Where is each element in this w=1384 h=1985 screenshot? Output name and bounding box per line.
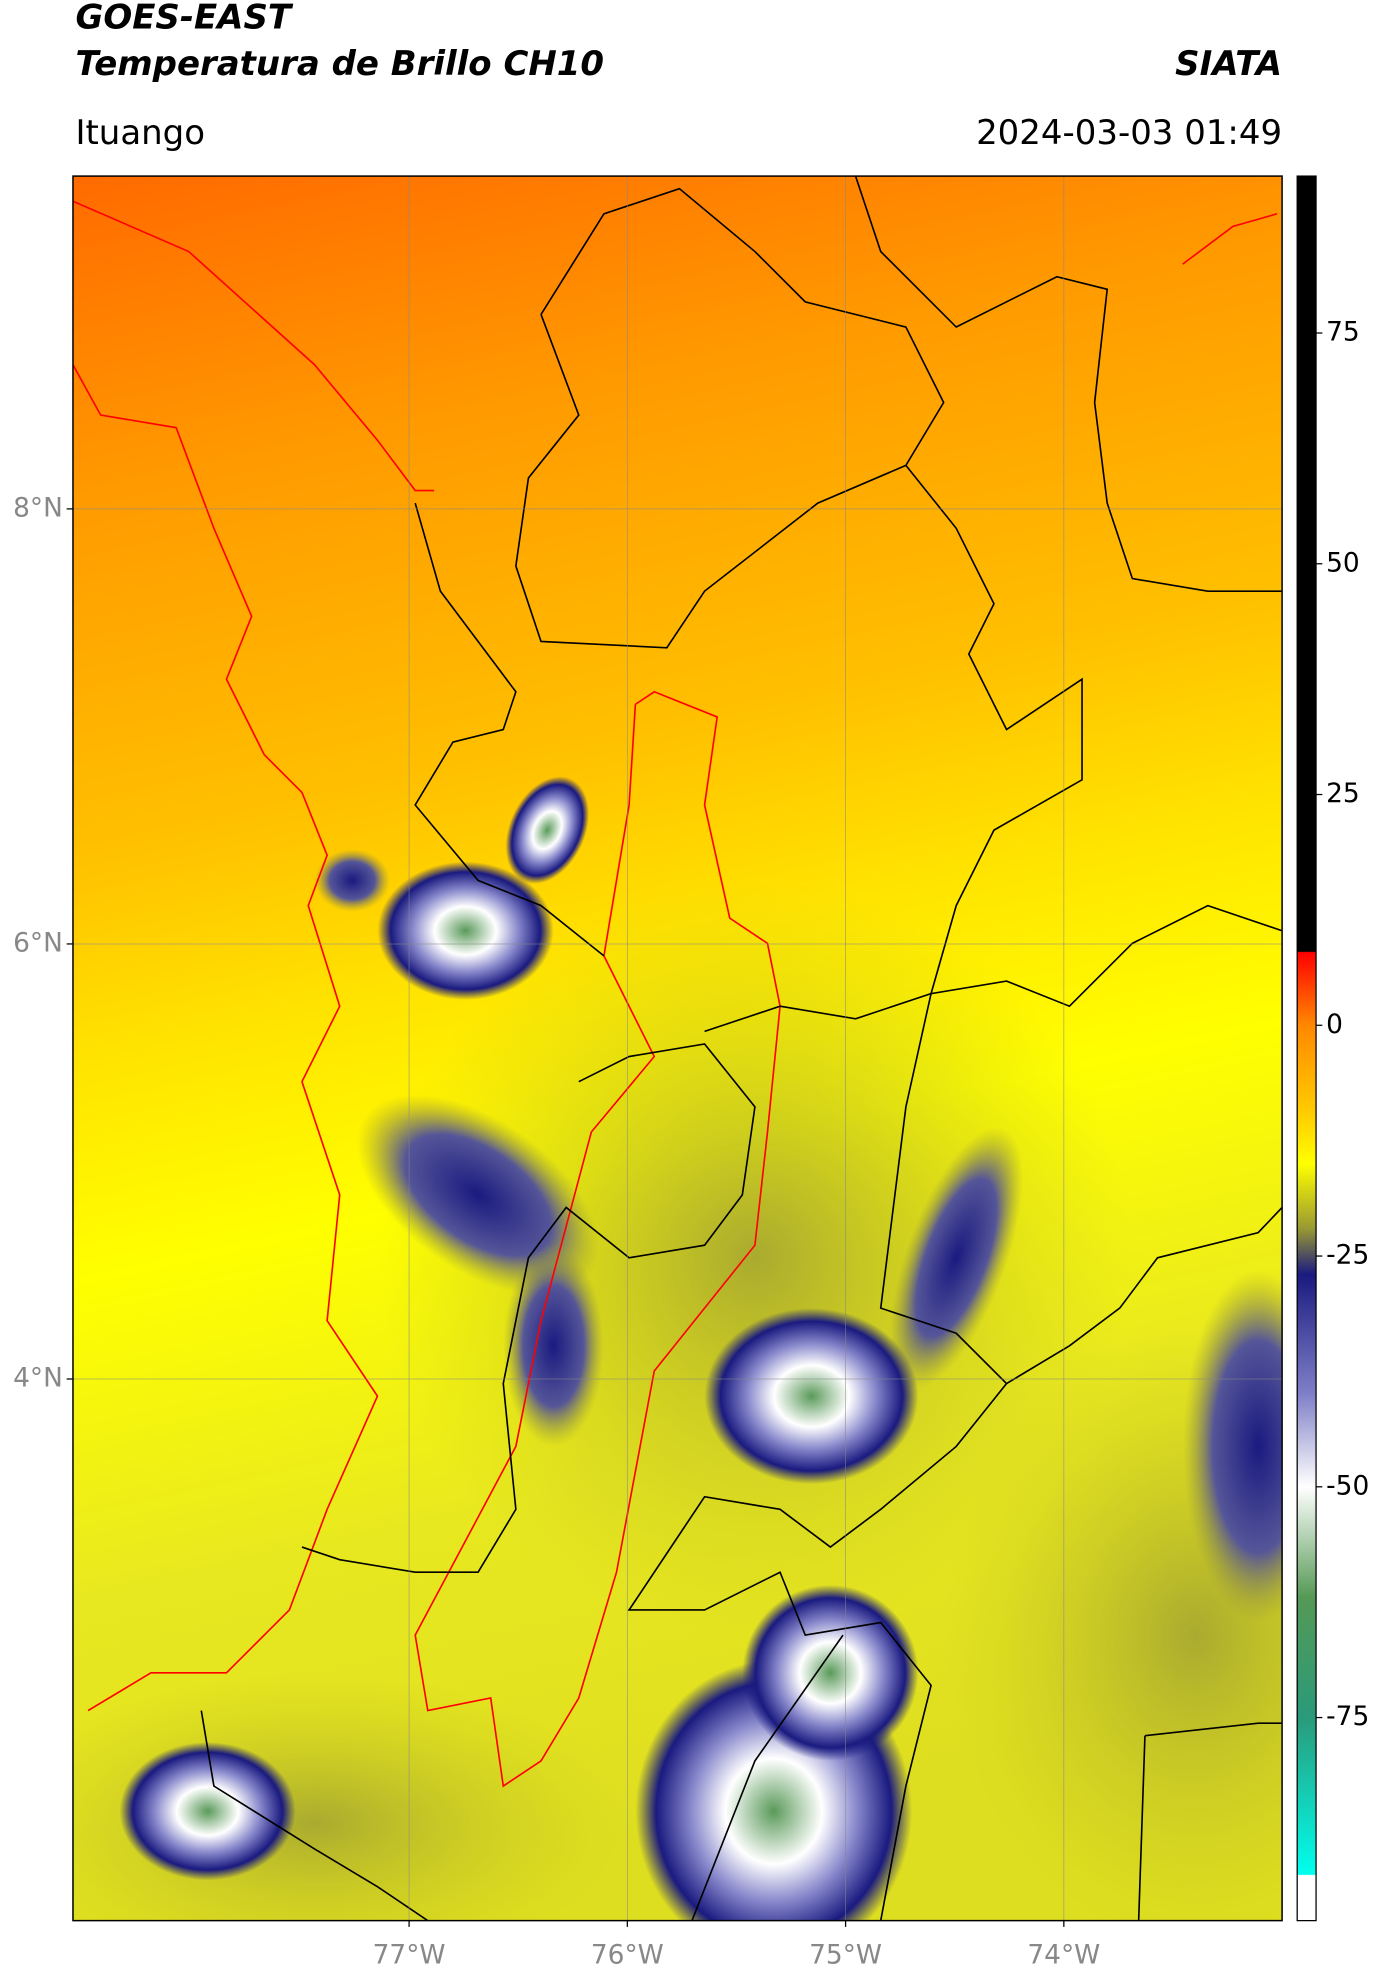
colorbar-tick-label: -75 <box>1326 1701 1369 1732</box>
lat-label: 4°N <box>13 1362 63 1393</box>
map-frame <box>72 175 1283 1922</box>
lon-label: 77°W <box>373 1939 446 1970</box>
location: Ituango <box>75 113 205 153</box>
colorbar-tick-label: -25 <box>1326 1240 1369 1271</box>
colorbar-tick-label: 0 <box>1326 1009 1343 1040</box>
datetime: 2024-03-03 01:49 <box>976 113 1282 153</box>
admin-boundaries <box>200 176 1283 1921</box>
colorbar-tick-label: 25 <box>1326 778 1360 809</box>
satellite-image <box>72 176 1283 1921</box>
lon-label: 74°W <box>1027 1939 1100 1970</box>
lon-label: 76°W <box>591 1939 664 1970</box>
colorbar-tick-label: 75 <box>1326 317 1360 348</box>
organization: SIATA <box>1175 44 1282 84</box>
lat-label: 8°N <box>13 492 63 523</box>
colorbar-tick-label: -50 <box>1326 1470 1369 1501</box>
lon-label: 75°W <box>809 1939 882 1970</box>
source-title: GOES-EAST <box>75 0 293 37</box>
coastline <box>72 200 1278 1788</box>
lat-label: 6°N <box>13 927 63 958</box>
product-title: Temperatura de Brillo CH10 <box>75 44 604 84</box>
colorbar <box>1296 175 1317 1922</box>
colorbar-tick-label: 50 <box>1326 547 1360 578</box>
